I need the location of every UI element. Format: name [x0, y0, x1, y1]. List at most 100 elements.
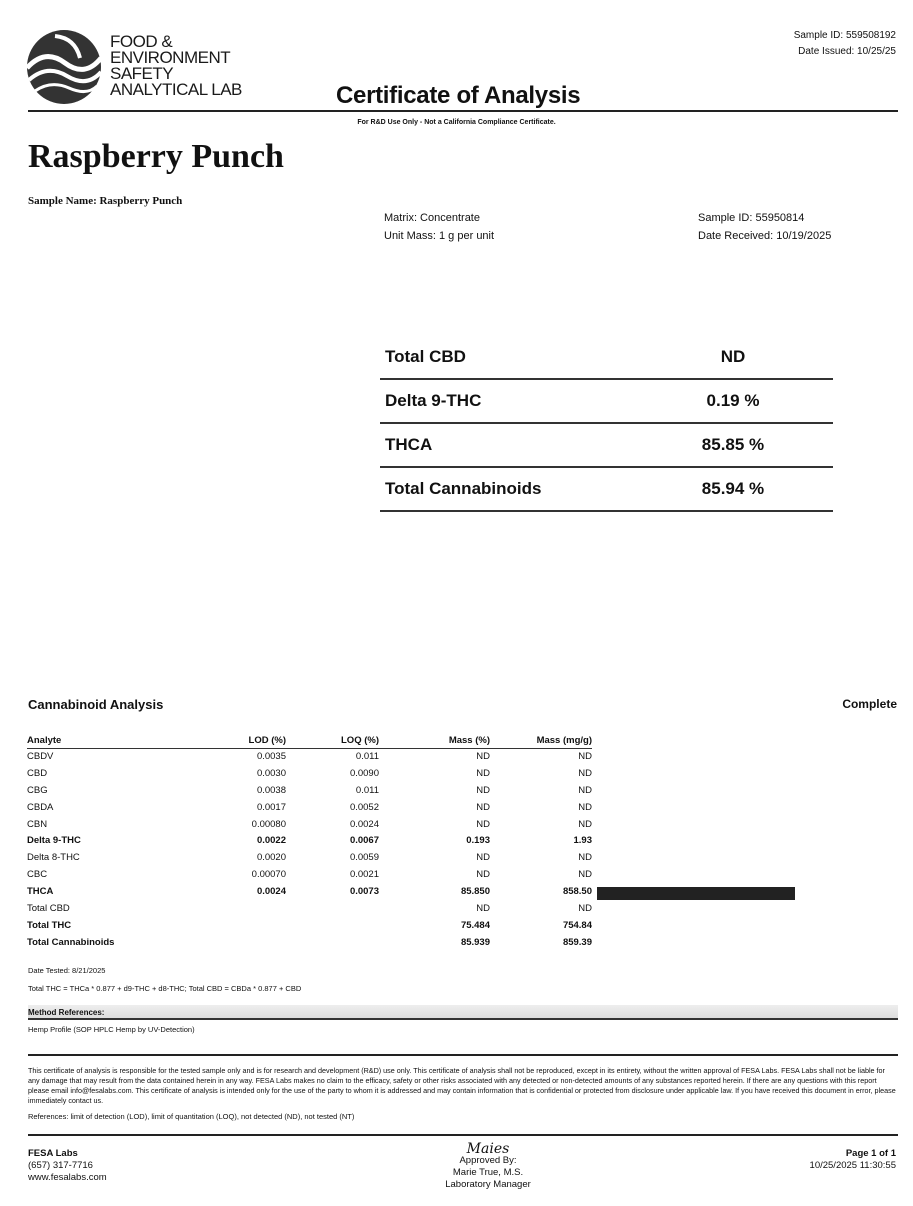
- footer-company: FESA Labs (657) 317-7716 www.fesalabs.co…: [28, 1148, 107, 1184]
- print-timestamp: 10/25/2025 11:30:55: [809, 1160, 896, 1171]
- table-row: CBC 0.00070 0.0021 ND ND: [27, 866, 592, 883]
- table-cell: ND: [476, 767, 490, 779]
- table-cell: 75.484: [460, 919, 490, 931]
- analysis-title: Cannabinoid Analysis: [28, 697, 164, 712]
- table-cell: 0.0017: [256, 801, 286, 813]
- summary-label: Total CBD: [385, 347, 466, 366]
- lab-name-line: FOOD &: [110, 32, 173, 51]
- table-cell: ND: [476, 869, 490, 881]
- table-cell: ND: [578, 784, 592, 796]
- lab-name-line: SAFETY: [110, 64, 174, 83]
- table-cell: 1.93: [573, 835, 593, 847]
- rd-disclaimer: For R&D Use Only - Not a California Comp…: [357, 119, 556, 126]
- sample-name: Sample Name: Raspberry Punch: [28, 195, 183, 207]
- table-row: Total THC 75.484 754.84: [27, 917, 592, 934]
- summary-value: 85.94 %: [701, 479, 765, 498]
- signature: Maies: [466, 1141, 510, 1157]
- column-header: Mass (%): [379, 734, 490, 749]
- method-references-header: Method References:: [28, 1005, 898, 1020]
- summary-table: Total CBD ND Delta 9-THC 0.19 % THCA 85.85 …: [380, 336, 833, 512]
- table-cell: CBD: [27, 767, 48, 779]
- footer-divider: [28, 1134, 898, 1136]
- table-cell: ND: [578, 902, 592, 914]
- sample-id: Sample ID: 55950814: [698, 212, 805, 224]
- table-cell: ND: [476, 784, 490, 796]
- summary-value: ND: [720, 347, 746, 366]
- table-row: CBG 0.0038 0.011 ND ND: [27, 782, 592, 799]
- summary-row: Total Cannabinoids 85.94 %: [380, 468, 833, 512]
- table-cell: THCA: [27, 886, 54, 898]
- table-cell: CBN: [27, 818, 48, 830]
- table-cell: ND: [476, 751, 490, 763]
- table-cell: CBDA: [27, 801, 54, 813]
- table-cell: 0.011: [355, 784, 379, 796]
- table-cell: 0.0073: [349, 886, 379, 898]
- approval: Maies Approved By: Marie True, M.S. Labo…: [388, 1141, 588, 1191]
- product-name: Raspberry Punch: [28, 138, 284, 175]
- table-cell: [207, 900, 286, 917]
- footer-page: Page 1 of 1 10/25/2025 11:30:55: [810, 1148, 896, 1172]
- company-phone: (657) 317-7716: [28, 1160, 93, 1171]
- table-cell: 0.0052: [349, 801, 379, 813]
- table-cell: 0.0022: [256, 835, 286, 847]
- table-row: Delta 9-THC 0.0022 0.0067 0.193 1.93: [27, 832, 592, 849]
- table-row: THCA 0.0024 0.0073 85.850 858.50: [27, 883, 592, 900]
- page-number: Page 1 of 1: [845, 1148, 896, 1159]
- table-cell: 858.50: [562, 886, 592, 898]
- document-title: Certificate of Analysis: [336, 82, 581, 109]
- matrix-info: Matrix: Concentrate Unit Mass: 1 g per u…: [384, 209, 494, 245]
- table-cell: Delta 9-THC: [27, 835, 81, 847]
- approver-title: Laboratory Manager: [445, 1179, 531, 1190]
- table-cell: Total Cannabinoids: [27, 936, 115, 948]
- table-cell: 0.0024: [349, 818, 379, 830]
- lab-name: FOOD & ENVIRONMENT SAFETY ANALYTICAL LAB: [110, 32, 242, 99]
- company-website[interactable]: www.fesalabs.com: [28, 1172, 107, 1183]
- table-cell: 0.0038: [256, 784, 286, 796]
- total-formula: Total THC = THCa * 0.877 + d9-THC + d8-T…: [28, 984, 302, 993]
- legal-disclaimer: This certificate of analysis is responsi…: [28, 1066, 896, 1105]
- table-cell: 0.0020: [256, 852, 286, 864]
- summary-label: Total Cannabinoids: [385, 479, 542, 498]
- table-cell: 0.011: [355, 751, 379, 763]
- cannabinoid-table: Analyte LOD (%) LOQ (%) Mass (%) Mass (mg/g)…: [27, 734, 592, 951]
- table-cell: ND: [578, 801, 592, 813]
- divider: [28, 1054, 898, 1056]
- table-cell: CBC: [27, 869, 48, 881]
- approved-by-label: Approved By:: [459, 1155, 517, 1166]
- table-row: Total Cannabinoids 85.939 859.39: [27, 934, 592, 951]
- column-header: Mass (mg/g): [490, 734, 592, 749]
- table-cell: ND: [476, 852, 490, 864]
- table-cell: 0.0030: [256, 767, 286, 779]
- table-cell: ND: [476, 818, 490, 830]
- table-cell: ND: [476, 801, 490, 813]
- table-cell: [207, 934, 286, 951]
- table-cell: CBDV: [27, 751, 54, 763]
- table-cell: 0.0090: [349, 767, 379, 779]
- table-cell: 754.84: [562, 919, 592, 931]
- table-cell: [286, 934, 379, 951]
- method-text: Hemp Profile (SOP HPLC Hemp by UV-Detect…: [28, 1025, 195, 1034]
- summary-row: Delta 9-THC 0.19 %: [380, 380, 833, 424]
- summary-row: Total CBD ND: [380, 336, 833, 380]
- lab-name-line: ANALYTICAL LAB: [110, 80, 242, 99]
- summary-label: THCA: [385, 435, 433, 454]
- table-cell: [207, 917, 286, 934]
- table-cell: ND: [578, 818, 592, 830]
- summary-value: 0.19 %: [706, 391, 760, 410]
- header-sample-id: Sample ID: 559508192: [793, 30, 896, 41]
- unit-mass: Unit Mass: 1 g per unit: [384, 230, 495, 242]
- header-divider: [28, 110, 898, 112]
- table-cell: Total THC: [27, 919, 72, 931]
- table-header: Analyte LOD (%) LOQ (%) Mass (%) Mass (mg/g): [27, 734, 592, 749]
- lab-name-line: ENVIRONMENT: [110, 48, 231, 67]
- table-row: Total CBD ND ND: [27, 900, 592, 917]
- table-cell: 0.0067: [349, 835, 379, 847]
- table-cell: 0.0021: [349, 869, 379, 881]
- column-header: LOQ (%): [286, 734, 379, 749]
- table-cell: 859.39: [562, 936, 592, 948]
- table-cell: 0.0035: [256, 751, 286, 763]
- redaction-bar: [597, 887, 795, 900]
- table-cell: Delta 8-THC: [27, 852, 80, 864]
- table-cell: 85.850: [460, 886, 490, 898]
- references: References: limit of detection (LOD), li…: [28, 1112, 355, 1121]
